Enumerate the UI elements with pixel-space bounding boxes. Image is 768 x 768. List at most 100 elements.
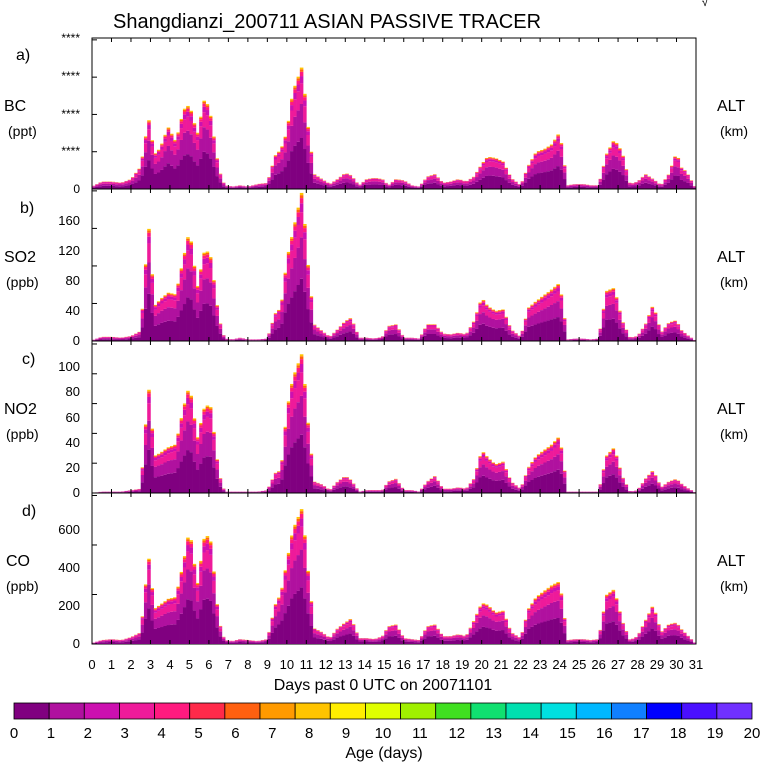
age-bar-segment bbox=[575, 640, 580, 642]
age-bar-segment bbox=[335, 637, 340, 644]
alt-label: ALT bbox=[717, 249, 745, 266]
age-bar-segment bbox=[173, 624, 177, 644]
age-bar-segment bbox=[140, 318, 145, 328]
age-bar-segment bbox=[332, 182, 336, 184]
age-bar-segment bbox=[358, 641, 362, 644]
age-bar-segment bbox=[312, 326, 317, 330]
age-bar-segment bbox=[264, 186, 268, 189]
age-bar-segment bbox=[342, 481, 346, 487]
y-tick-label: **** bbox=[61, 69, 80, 83]
age-bar-segment bbox=[176, 603, 180, 620]
age-bar-segment bbox=[562, 318, 567, 320]
age-bar-segment bbox=[319, 632, 323, 634]
age-bar-segment bbox=[637, 181, 642, 183]
age-bar-segment bbox=[296, 380, 301, 403]
age-bar-segment bbox=[156, 456, 161, 459]
age-bar-segment bbox=[286, 564, 291, 581]
age-bar-segment bbox=[670, 324, 674, 328]
age-bar-segment bbox=[436, 629, 440, 630]
age-bar-segment bbox=[683, 171, 687, 173]
age-bar-segment bbox=[683, 333, 687, 336]
age-bar-segment bbox=[156, 605, 161, 607]
age-bar-segment bbox=[306, 571, 310, 574]
age-bar-segment bbox=[468, 335, 473, 341]
age-bar-segment bbox=[439, 488, 444, 491]
age-bar-segment bbox=[212, 613, 216, 644]
age-bar-segment bbox=[611, 141, 616, 143]
age-bar-segment bbox=[553, 141, 557, 144]
age-bar-segment bbox=[481, 163, 486, 164]
age-bar-segment bbox=[270, 618, 275, 620]
age-bar-segment bbox=[419, 338, 424, 341]
age-bar-segment bbox=[394, 325, 398, 327]
age-bar-segment bbox=[501, 620, 505, 631]
age-bar-segment bbox=[442, 183, 447, 185]
age-bar-segment bbox=[169, 447, 174, 450]
age-bar-segment bbox=[290, 125, 294, 152]
age-bar-segment bbox=[410, 186, 414, 188]
age-bar-segment bbox=[319, 638, 323, 644]
age-bar-segment bbox=[355, 186, 359, 189]
age-bar-segment bbox=[520, 336, 525, 341]
age-bar-segment bbox=[179, 290, 184, 311]
age-bar-segment bbox=[153, 458, 158, 461]
age-bar-segment bbox=[212, 436, 216, 440]
age-bar-segment bbox=[150, 588, 154, 589]
age-bar-segment bbox=[95, 339, 99, 341]
age-bar-segment bbox=[605, 466, 609, 478]
age-bar-segment bbox=[608, 296, 612, 305]
age-bar-segment bbox=[345, 624, 349, 629]
age-bar-segment bbox=[478, 607, 482, 608]
age-bar-segment bbox=[523, 480, 528, 486]
age-bar-segment bbox=[169, 299, 174, 308]
age-bar-segment bbox=[280, 312, 284, 324]
age-bar-segment bbox=[510, 488, 515, 493]
age-bar-segment bbox=[523, 174, 528, 178]
age-bar-segment bbox=[166, 598, 171, 600]
age-bar-segment bbox=[559, 593, 564, 595]
age-bar-segment bbox=[663, 335, 668, 341]
age-bar-segment bbox=[345, 332, 349, 341]
age-bar-segment bbox=[186, 397, 190, 405]
age-bar-segment bbox=[290, 568, 294, 599]
age-bar-segment bbox=[559, 450, 564, 454]
age-bar-segment bbox=[280, 595, 284, 605]
age-bar-segment bbox=[637, 180, 642, 182]
age-bar-segment bbox=[650, 306, 655, 308]
age-bar-segment bbox=[127, 641, 132, 644]
age-bar-segment bbox=[208, 116, 213, 119]
age-bar-segment bbox=[611, 303, 616, 319]
unit-label: (ppt) bbox=[8, 123, 37, 139]
age-bar-segment bbox=[322, 335, 327, 338]
age-bar-segment bbox=[283, 273, 288, 276]
age-bar-segment bbox=[621, 158, 625, 161]
y-tick-label: **** bbox=[61, 107, 80, 121]
age-bar-segment bbox=[332, 633, 336, 635]
age-bar-segment bbox=[163, 606, 167, 614]
age-bar-segment bbox=[501, 163, 505, 166]
age-bar-segment bbox=[277, 319, 281, 328]
age-bar-segment bbox=[543, 160, 547, 173]
age-bar-segment bbox=[351, 181, 356, 185]
age-bar-segment bbox=[390, 325, 395, 327]
age-bar-segment bbox=[358, 639, 362, 642]
age-bar-segment bbox=[423, 632, 427, 635]
age-bar-segment bbox=[618, 148, 622, 149]
age-bar-segment bbox=[543, 455, 547, 463]
age-bar-segment bbox=[559, 148, 564, 157]
age-bar-segment bbox=[494, 159, 499, 161]
age-bar-segment bbox=[293, 376, 297, 381]
age-bar-segment bbox=[156, 172, 161, 189]
age-bar-segment bbox=[286, 605, 291, 644]
age-bar-segment bbox=[605, 291, 609, 293]
age-bar-segment bbox=[559, 595, 564, 598]
age-bar-segment bbox=[683, 181, 687, 189]
age-bar-segment bbox=[199, 585, 203, 610]
age-bar-segment bbox=[215, 459, 219, 461]
age-bar-segment bbox=[442, 337, 447, 341]
age-bar-segment bbox=[491, 311, 495, 314]
age-bar-segment bbox=[342, 626, 346, 630]
age-bar-segment bbox=[475, 174, 479, 178]
age-bar-segment bbox=[140, 311, 145, 313]
age-bar-segment bbox=[397, 486, 401, 489]
